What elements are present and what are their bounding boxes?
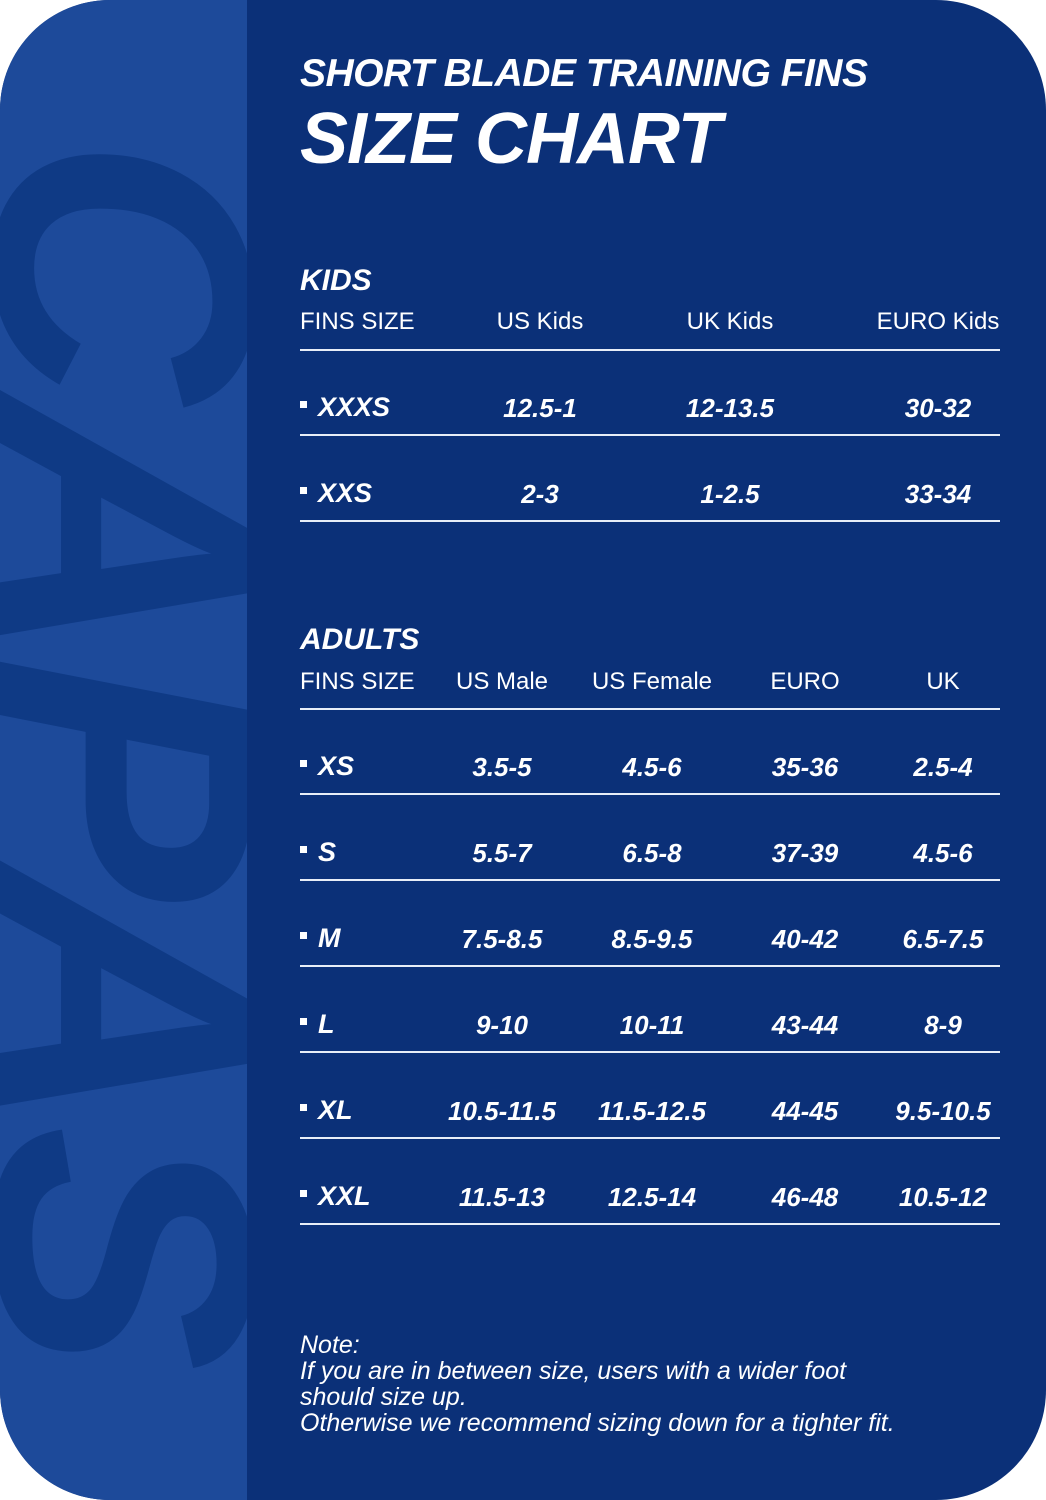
table-cell: 40-42	[771, 924, 839, 954]
column-header: FINS SIZE	[300, 308, 415, 335]
bullet-icon	[300, 401, 307, 409]
note-line: Otherwise we recommend sizing down for a…	[300, 1409, 895, 1437]
table-cell: 7.5-8.5	[461, 924, 543, 954]
table-cell: 2-3	[521, 479, 559, 509]
row-divider	[300, 879, 1000, 881]
column-header: EURO	[770, 668, 840, 695]
column-header: EURO Kids	[876, 308, 1000, 335]
table-cell: 46-48	[771, 1182, 839, 1212]
bullet-icon	[300, 487, 307, 495]
table-cell: 6.5-7.5	[902, 924, 984, 954]
bullet-icon	[300, 1190, 307, 1198]
table-cell: 4.5-6	[622, 752, 682, 782]
bullet-icon	[300, 1018, 307, 1026]
size-label: L	[300, 1009, 335, 1040]
size-name: L	[318, 1009, 335, 1039]
table-cell: 9-10	[475, 1010, 529, 1040]
row-divider	[300, 1223, 1000, 1225]
kids-heading: KIDS	[300, 264, 372, 297]
header-divider	[300, 708, 1000, 710]
size-label: XXL	[300, 1181, 371, 1212]
size-label: M	[300, 923, 341, 954]
size-label: XL	[300, 1095, 353, 1126]
column-header: UK Kids	[686, 308, 774, 335]
column-header: UK	[926, 668, 960, 695]
size-name: M	[318, 923, 341, 953]
row-divider	[300, 793, 1000, 795]
bullet-icon	[300, 846, 307, 854]
brand-watermark-logo: CAPAS	[0, 136, 247, 1364]
table-cell: 10.5-12	[898, 1182, 988, 1212]
table-cell: 30-32	[904, 393, 972, 423]
table-cell: 12-13.5	[685, 393, 775, 423]
table-cell: 35-36	[771, 752, 839, 782]
table-cell: 5.5-7	[472, 838, 532, 868]
table-cell: 8-9	[924, 1010, 962, 1040]
bullet-icon	[300, 932, 307, 940]
table-cell: 33-34	[904, 479, 972, 509]
size-name: XXS	[318, 478, 373, 508]
size-label: XXS	[300, 478, 372, 509]
column-header: US Male	[455, 668, 549, 695]
note-line: If you are in between size, users with a…	[300, 1357, 847, 1385]
table-cell: 12.5-14	[607, 1182, 697, 1212]
row-divider	[300, 965, 1000, 967]
size-label: XS	[300, 751, 354, 782]
table-cell: 3.5-5	[472, 752, 532, 782]
table-cell: 11.5-12.5	[598, 1096, 706, 1126]
table-cell: 10-11	[619, 1010, 685, 1040]
note-label: Note:	[300, 1331, 360, 1359]
table-cell: 2.5-4	[913, 752, 973, 782]
brand-side-strip: CAPAS	[0, 0, 247, 1500]
table-cell: 11.5-13	[458, 1182, 546, 1212]
table-cell: 4.5-6	[913, 838, 973, 868]
size-name: XL	[318, 1095, 353, 1125]
table-cell: 6.5-8	[622, 838, 682, 868]
size-name: S	[318, 837, 337, 867]
row-divider	[300, 1051, 1000, 1053]
column-header: FINS SIZE	[300, 668, 415, 695]
table-cell: 1-2.5	[700, 479, 760, 509]
size-label: XXXS	[300, 392, 390, 423]
table-cell: 43-44	[771, 1010, 839, 1040]
size-name: XXL	[318, 1181, 371, 1211]
bullet-icon	[300, 760, 307, 768]
table-cell: 10.5-11.5	[448, 1096, 556, 1126]
size-name: XXXS	[318, 392, 391, 422]
column-header: US Female	[591, 668, 713, 695]
row-divider	[300, 434, 1000, 436]
size-label: S	[300, 837, 336, 868]
header-divider	[300, 349, 1000, 351]
row-divider	[300, 1137, 1000, 1139]
page-title: SIZE CHART	[300, 99, 722, 179]
table-cell: 12.5-1	[503, 393, 577, 423]
table-cell: 9.5-10.5	[895, 1096, 991, 1126]
note: Note: If you are in between size, users …	[300, 1332, 895, 1436]
row-divider	[300, 520, 1000, 522]
table-cell: 37-39	[771, 838, 839, 868]
product-title: SHORT BLADE TRAINING FINS	[300, 52, 868, 95]
bullet-icon	[300, 1104, 307, 1112]
size-name: XS	[318, 751, 355, 781]
note-line: should size up.	[300, 1383, 467, 1411]
table-cell: 44-45	[771, 1096, 839, 1126]
column-header: US Kids	[496, 308, 584, 335]
table-cell: 8.5-9.5	[611, 924, 693, 954]
adults-heading: ADULTS	[300, 623, 420, 656]
